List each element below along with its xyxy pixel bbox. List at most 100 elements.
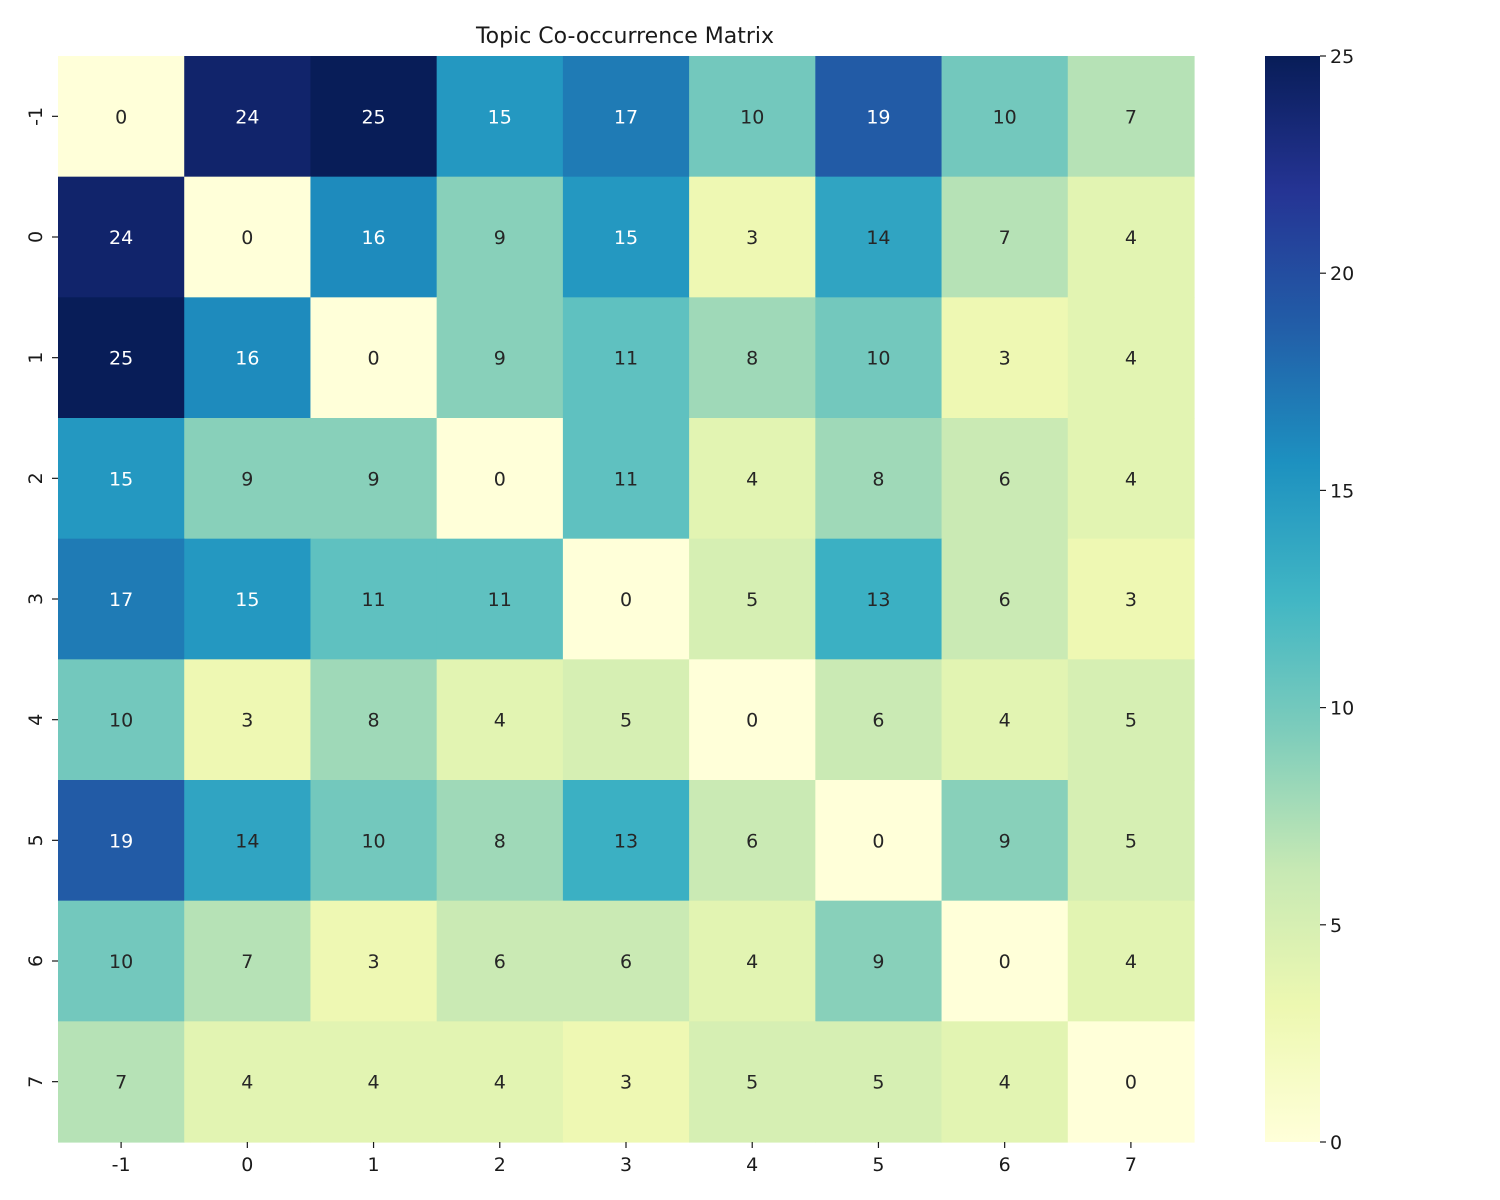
cell-value-label: 4 <box>1125 951 1137 973</box>
cell-value-label: 0 <box>872 830 884 852</box>
cell-value-label: 3 <box>368 951 380 973</box>
heatmap-cell-r2-c1 <box>310 418 438 540</box>
cell-value-label: 11 <box>488 589 512 611</box>
cell-value-label: 15 <box>488 106 512 128</box>
heatmap-cell-r-1-c7 <box>1067 56 1195 178</box>
cell-value-label: 3 <box>620 1072 632 1094</box>
cell-value-label: 9 <box>241 468 253 490</box>
heatmap-cell-r4-c-1 <box>58 659 185 781</box>
cell-value-label: 4 <box>241 1072 253 1094</box>
chart-title: Topic Co-occurrence Matrix <box>475 24 774 49</box>
heatmap-cell-r1-c1 <box>310 297 438 419</box>
cell-value-label: 7 <box>241 951 253 973</box>
heatmap-cell-r1-c3 <box>562 297 690 419</box>
y-axis: -1 0 1 2 3 4 5 6 7 <box>25 107 58 1088</box>
heatmap-cell-r7-c5 <box>815 1021 943 1143</box>
heatmap-cell-r4-c0 <box>184 659 312 781</box>
heatmap-cell-r-1-c5 <box>815 56 943 178</box>
y-tick-label: 1 <box>25 352 47 364</box>
heatmap-cell-r3-c1 <box>310 538 438 660</box>
cell-value-label: 0 <box>999 951 1011 973</box>
heatmap-cell-r3-c2 <box>436 538 564 660</box>
heatmap-cell-r6-c0 <box>184 900 312 1022</box>
colorbar <box>1265 56 1320 1142</box>
cell-value-label: 9 <box>368 468 380 490</box>
cell-value-label: 25 <box>109 348 133 370</box>
colorbar-tick-label: 10 <box>1330 698 1354 720</box>
x-tick-label: 1 <box>368 1154 380 1176</box>
cell-value-label: 3 <box>1125 589 1137 611</box>
cell-value-label: 4 <box>1125 348 1137 370</box>
cell-value-label: 5 <box>872 1072 884 1094</box>
heatmap-cell-r2-c-1 <box>58 418 185 540</box>
y-tick-label: 2 <box>25 472 47 484</box>
cell-value-label: 8 <box>494 830 506 852</box>
colorbar-tick-label: 15 <box>1330 480 1354 502</box>
heatmap-cell-r0-c0 <box>184 176 312 298</box>
heatmap-cell-r5-c6 <box>941 780 1069 902</box>
heatmap-cell-r4-c3 <box>562 659 690 781</box>
cell-value-label: 3 <box>746 227 758 249</box>
cell-value-label: 5 <box>746 589 758 611</box>
cell-value-label: 6 <box>494 951 506 973</box>
cell-value-label: 6 <box>620 951 632 973</box>
cell-value-label: 10 <box>109 951 133 973</box>
heatmap-cell-r3-c4 <box>689 538 816 660</box>
heatmap-cell-r1-c5 <box>815 297 943 419</box>
heatmap-cell-r0-c6 <box>941 176 1069 298</box>
cell-value-label: 7 <box>115 1072 127 1094</box>
colorbar-tick-label: 25 <box>1330 46 1354 68</box>
cell-value-label: 0 <box>241 227 253 249</box>
heatmap-cell-r2-c7 <box>1067 418 1195 540</box>
heatmap-cell-r-1-c3 <box>562 56 690 178</box>
heatmap-cell-r4-c1 <box>310 659 438 781</box>
cell-value-label: 17 <box>109 589 133 611</box>
heatmap-cell-r2-c0 <box>184 418 312 540</box>
cell-value-label: 9 <box>999 830 1011 852</box>
heatmap-cell-r-1-c1 <box>310 56 438 178</box>
heatmap-cell-r1-c-1 <box>58 297 185 419</box>
cell-value-label: 0 <box>1125 1072 1137 1094</box>
heatmap-cell-r7-c3 <box>562 1021 690 1143</box>
heatmap-cell-r4-c2 <box>436 659 564 781</box>
cell-value-label: 16 <box>361 227 385 249</box>
heatmap-cell-r4-c4 <box>689 659 816 781</box>
cell-value-label: 6 <box>999 589 1011 611</box>
cell-value-label: 17 <box>614 106 638 128</box>
heatmap-cell-r5-c2 <box>436 780 564 902</box>
heatmap-cell-r1-c0 <box>184 297 312 419</box>
cell-value-label: 0 <box>368 348 380 370</box>
cell-value-label: 4 <box>368 1072 380 1094</box>
cell-value-label: 7 <box>999 227 1011 249</box>
heatmap-cell-r-1-c4 <box>689 56 816 178</box>
x-tick-label: 5 <box>872 1154 884 1176</box>
cell-value-label: 4 <box>999 1072 1011 1094</box>
heatmap-cell-r0-c3 <box>562 176 690 298</box>
heatmap-cell-r6-c6 <box>941 900 1069 1022</box>
cell-value-label: 10 <box>740 106 764 128</box>
y-tick-label: 4 <box>25 714 47 726</box>
cell-value-label: 7 <box>1125 106 1137 128</box>
colorbar-tick-label: 20 <box>1330 263 1354 285</box>
heatmap-cell-r5-c4 <box>689 780 816 902</box>
heatmap-cell-r0-c5 <box>815 176 943 298</box>
heatmap-cell-r7-c1 <box>310 1021 438 1143</box>
heatmap-cell-r5-c-1 <box>58 780 185 902</box>
cell-value-label: 24 <box>235 106 259 128</box>
heatmap-cell-r-1-c2 <box>436 56 564 178</box>
heatmap-cell-r1-c4 <box>689 297 816 419</box>
cell-value-label: 15 <box>614 227 638 249</box>
heatmap-cell-r2-c2 <box>436 418 564 540</box>
heatmap-cell-r5-c7 <box>1067 780 1195 902</box>
cell-value-label: 13 <box>866 589 890 611</box>
cell-value-label: 0 <box>746 710 758 732</box>
cell-value-label: 0 <box>620 589 632 611</box>
cell-value-label: 11 <box>361 589 385 611</box>
x-tick-label: -1 <box>112 1154 131 1176</box>
cell-value-label: 6 <box>999 468 1011 490</box>
heatmap-cell-r-1-c-1 <box>58 56 185 178</box>
cell-value-label: 25 <box>361 106 385 128</box>
x-tick-label: 7 <box>1125 1154 1137 1176</box>
heatmap-cell-r2-c3 <box>562 418 690 540</box>
cell-value-label: 0 <box>494 468 506 490</box>
